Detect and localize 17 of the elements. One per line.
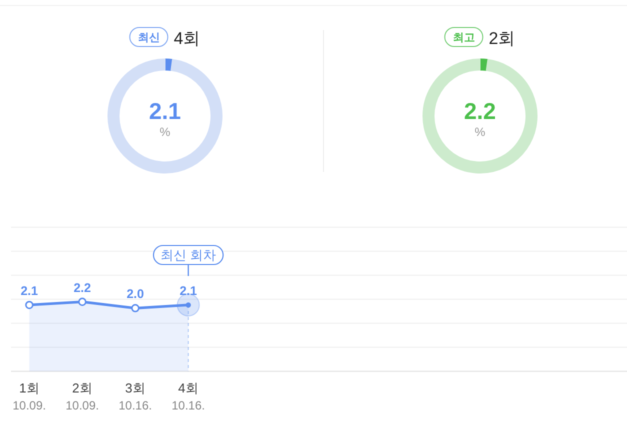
x-tick-label: 2회 10.09. — [66, 380, 99, 412]
data-label: 2.1 — [180, 284, 198, 298]
chart-title: 2회 — [488, 29, 516, 48]
data-label: 2.2 — [464, 98, 496, 124]
ref-line-label: 최신 회차 — [160, 248, 216, 262]
data-label: 2.0 — [126, 287, 144, 302]
text: % — [160, 125, 171, 139]
data-label: 2.1 — [20, 284, 38, 298]
text: % — [474, 125, 486, 139]
data-label: 2.1 — [149, 98, 182, 124]
x-tick-label: 4회 10.16. — [172, 380, 205, 412]
data-label: 2.2 — [74, 280, 92, 295]
text: 최고 — [452, 32, 475, 44]
x-tick-label: 3회 10.16. — [118, 380, 152, 412]
text: 최신 — [138, 32, 160, 44]
x-tick-label: 1회 10.09. — [12, 380, 46, 412]
chart-title: 4회 — [174, 29, 200, 48]
